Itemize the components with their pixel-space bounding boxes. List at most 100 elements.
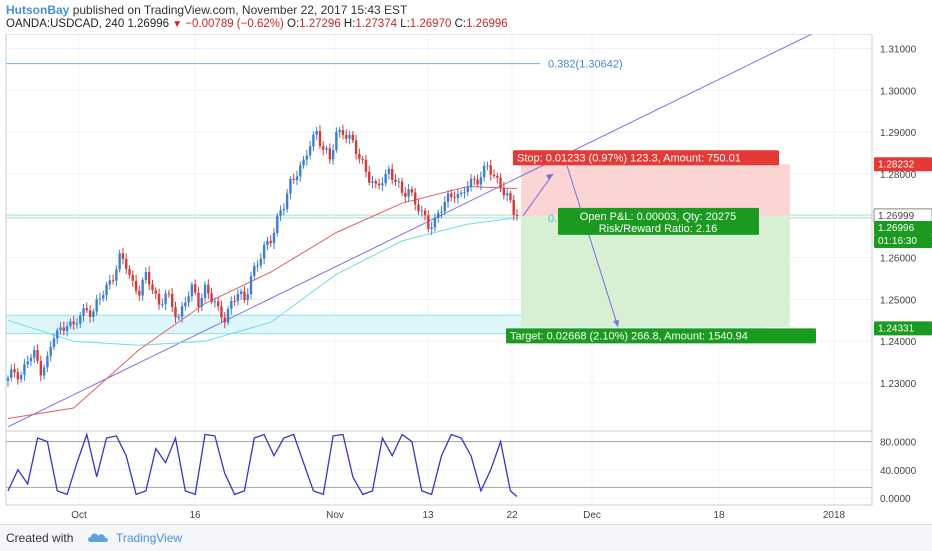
loss-zone [521, 164, 790, 216]
candle-body [164, 293, 167, 305]
candle-body [233, 300, 236, 302]
time-tick-label: 13 [422, 510, 434, 521]
tradingview-link[interactable]: TradingView [116, 531, 183, 545]
target-label-text: Target: 0.02668 (2.10%) 266.8, Amount: 1… [510, 330, 748, 342]
candle-body [509, 193, 512, 201]
candle-body [65, 326, 69, 331]
candle-body [200, 297, 203, 307]
grid [6, 34, 872, 505]
candle-body [417, 204, 420, 212]
price-tick-label: 1.28000 [880, 170, 917, 181]
candle-body [131, 274, 134, 281]
ohlc-legend: OANDA:USDCAD, 240 1.26996 ▼ −0.00789 (−0… [6, 18, 508, 30]
candle-body [105, 284, 108, 296]
candle-body [108, 280, 111, 285]
open-value: 1.27296 [299, 18, 341, 30]
candle-body [387, 168, 391, 174]
candle-body [404, 192, 407, 197]
candle-body [446, 193, 450, 202]
price-tick-label: 1.26000 [880, 254, 917, 265]
candle-body [295, 176, 299, 181]
candle-body [236, 294, 240, 302]
symbol-label[interactable]: OANDA:USDCAD, 240 [6, 18, 125, 30]
high-value: 1.27374 [355, 18, 397, 30]
candle-body [134, 280, 138, 291]
candle-body [46, 355, 49, 368]
candle-body [16, 372, 20, 380]
candle-body [489, 165, 492, 175]
axes: 1.310001.300001.290001.280001.270001.260… [5, 34, 917, 521]
candle-body [469, 178, 473, 187]
candle-body [256, 265, 259, 267]
footer-bar: Created with TradingView [0, 524, 932, 551]
candle-body [407, 189, 410, 197]
candle-body [33, 350, 36, 358]
candle-body [197, 292, 200, 307]
candle-body [98, 298, 102, 300]
candle-body [6, 377, 10, 381]
ma-cyan-line [7, 217, 518, 346]
candle-body [111, 280, 115, 282]
candle-body [239, 291, 243, 295]
low-value: 1.26970 [409, 18, 452, 30]
arrowhead-icon [613, 319, 619, 327]
candle-body [246, 294, 249, 300]
candle-body [177, 316, 180, 318]
candle-body [88, 310, 92, 317]
candle-body [450, 193, 453, 198]
candle-body [154, 290, 157, 294]
price-chart[interactable]: 1.310001.300001.290001.280001.270001.260… [0, 34, 932, 524]
price-box-stop-text: 1.28232 [878, 159, 915, 170]
candle-body [305, 155, 309, 160]
candle-body [213, 301, 217, 303]
time-tick-label: 2018 [823, 510, 846, 521]
candle-body [279, 210, 282, 216]
candle-body [138, 290, 141, 296]
candle-body [85, 308, 89, 311]
candle-body [476, 179, 479, 185]
publish-info: published on TradingView.com, November 2… [72, 3, 408, 17]
candle-body [325, 148, 328, 150]
candle-body [39, 360, 43, 376]
candle-body [148, 272, 151, 285]
candle-body [341, 129, 345, 136]
candle-body [331, 150, 335, 160]
candle-body [72, 321, 75, 325]
candle-body [374, 181, 377, 184]
candle-body [502, 187, 506, 196]
open-label: O: [287, 18, 300, 30]
price-box-entry-text: 1.26999 [878, 211, 915, 222]
candle-body [440, 211, 443, 213]
open-pl-text: Open P&L: 0.00003, Qty: 20275 [580, 211, 737, 223]
candle-body [430, 227, 433, 230]
candle-body [220, 306, 223, 318]
price-tick-label: 1.25000 [880, 295, 917, 306]
candle-body [292, 179, 295, 181]
candle-body [82, 308, 85, 316]
candle-body [216, 301, 220, 307]
candle-body [115, 269, 118, 281]
candle-body [26, 361, 29, 365]
candle-body [262, 245, 266, 259]
candle-body [315, 131, 318, 135]
candle-body [167, 293, 171, 295]
candle-body [328, 148, 332, 160]
publish-line: HutsonBay published on TradingView.com, … [6, 3, 407, 17]
down-arrow-icon: ▼ [172, 19, 183, 30]
created-with-text: Created with [6, 531, 74, 545]
candle-body [29, 357, 33, 362]
candle-body [397, 181, 400, 183]
author-link[interactable]: HutsonBay [6, 3, 70, 17]
candle-body [443, 201, 446, 212]
candle-body [384, 173, 387, 184]
ema-red-line [7, 185, 518, 419]
candle-body [79, 315, 82, 324]
time-tick-label: Oct [71, 510, 87, 521]
candle-body [459, 192, 463, 195]
candle-body [486, 165, 489, 167]
chart-frame [5, 34, 873, 506]
candle-body [10, 369, 13, 378]
projection-arrow-down [566, 165, 619, 328]
candle-body [391, 168, 394, 180]
close-label: C: [454, 18, 467, 30]
